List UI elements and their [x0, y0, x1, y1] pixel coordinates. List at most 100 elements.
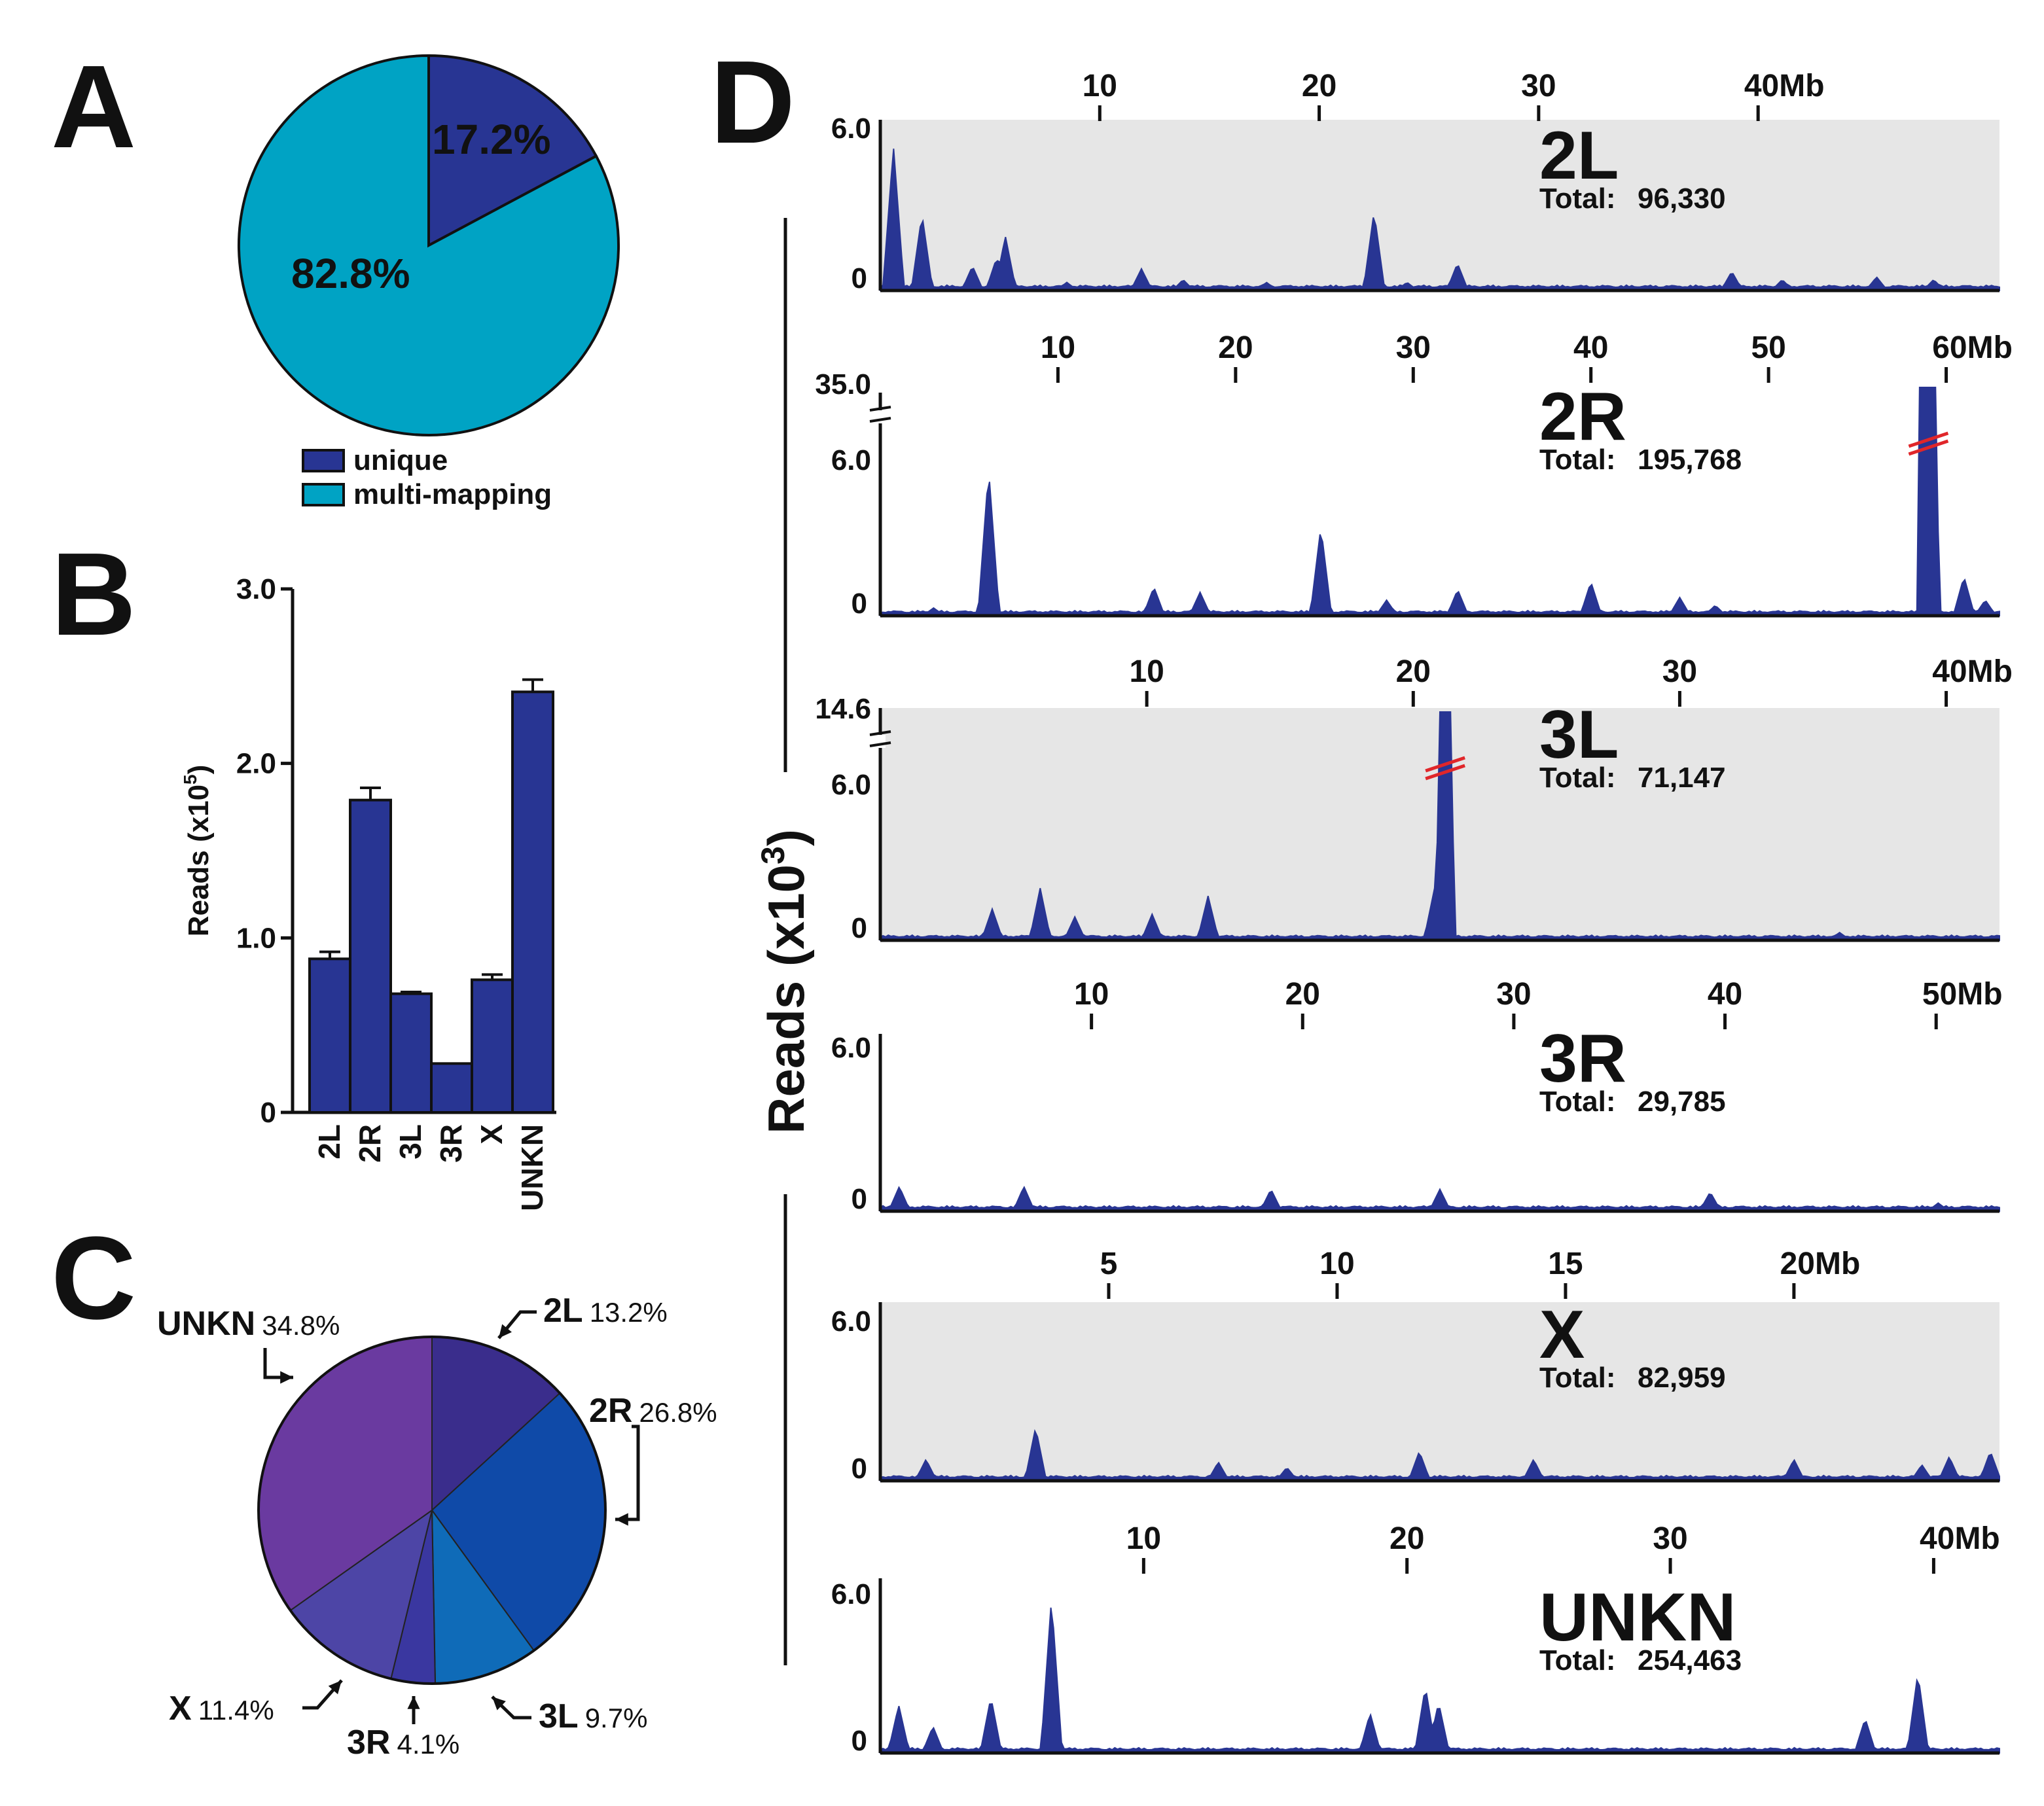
- bar-b-category-UNKN: UNKN: [515, 1124, 549, 1211]
- track-X-tick-label: 20Mb: [1780, 1247, 1861, 1281]
- track-2R-area: [880, 387, 2000, 616]
- track-X-tick-label: 15: [1548, 1247, 1583, 1281]
- track-X-tick-label: 10: [1319, 1247, 1354, 1281]
- bar-b-category-3R: 3R: [434, 1124, 468, 1163]
- pie-c-label-2R: 2R 26.8%: [589, 1392, 717, 1430]
- bar-chart-b: 0 1.0 2.0 3.0 2L 2R 3L 3R X UNKN Reads (x105): [180, 573, 556, 1211]
- track-UNKN-total: 254,463: [1638, 1644, 1742, 1676]
- track-3L-name: 3L: [1539, 697, 1619, 773]
- pie-c-arrow-2R-head: [615, 1513, 628, 1526]
- track-3R-name: 3R: [1539, 1021, 1626, 1097]
- bar-b-bar-UNKN: [511, 690, 554, 1114]
- pie-c-label-pct: 26.8%: [639, 1397, 717, 1428]
- track-2R-name: 2R: [1539, 379, 1626, 455]
- bar-b-bar-2L: [308, 957, 351, 1114]
- pie-c-label-3L: 3L 9.7%: [539, 1697, 647, 1735]
- pie-c-label-X: X 11.4%: [169, 1690, 274, 1727]
- track-3R-area: [880, 1186, 2000, 1212]
- track-2R-peak-break-2: [1908, 439, 1949, 456]
- pie-c-label-pct: 13.2%: [590, 1297, 668, 1328]
- track-3L-tick-label: 40Mb: [1932, 654, 2013, 689]
- pie-c-label-name: 3L: [539, 1697, 579, 1735]
- track-3L-axis-break-1: [869, 730, 891, 736]
- panel-label-b: B: [51, 529, 136, 660]
- track-UNKN-tick-label: 30: [1653, 1521, 1687, 1556]
- track-3L-total-label: Total:: [1539, 762, 1616, 794]
- track-2R-tick-label: 30: [1396, 330, 1431, 365]
- track-2R-break-label: 35.0: [815, 368, 871, 400]
- pie-c-label-name: X: [169, 1690, 192, 1727]
- bar-b-y-label: Reads (x105): [180, 765, 215, 937]
- track-3L-peak-break-1: [1425, 756, 1465, 773]
- track-2L-ymax-label: 6.0: [831, 113, 871, 145]
- track-3L-ymax-label: 6.0: [831, 769, 871, 801]
- track-2R-total-label: Total:: [1539, 444, 1616, 476]
- bar-b-category-X: X: [475, 1124, 509, 1144]
- pie-c-label-UNKN: UNKN 34.8%: [157, 1305, 340, 1343]
- track-2R-tick-label: 50: [1751, 330, 1785, 365]
- bar-b-ytick-label: 0: [260, 1097, 276, 1129]
- track-3R-tick-label: 50Mb: [1922, 977, 2003, 1012]
- pie-c-outline: [257, 1336, 607, 1685]
- track-2R-tick-label: 60Mb: [1932, 330, 2013, 365]
- panel-label-d: D: [710, 37, 795, 168]
- track-X-total: 82,959: [1638, 1362, 1726, 1394]
- bar-b-ytick-label: 1.0: [236, 922, 276, 954]
- track-2R-tick-label: 20: [1218, 330, 1253, 365]
- pie-c-label-3R: 3R 4.1%: [347, 1724, 459, 1762]
- track-3R-tick-label: 30: [1496, 977, 1531, 1012]
- track-X-total-label: Total:: [1539, 1362, 1616, 1394]
- track-3R-tick-label: 40: [1708, 977, 1742, 1012]
- track-3L-peak-break-2: [1425, 764, 1465, 781]
- track-3R-ymin-label: 0: [852, 1183, 867, 1215]
- track-2L-total: 96,330: [1638, 183, 1726, 215]
- track-2R-tick-label: 10: [1041, 330, 1075, 365]
- track-3L-axis-break-2: [869, 741, 891, 747]
- track-2L-tick-label: 20: [1302, 69, 1336, 103]
- bar-b-category-2R: 2R: [353, 1124, 387, 1163]
- legend-swatch-multi-mapping: [302, 483, 345, 506]
- legend-label-multi-mapping: multi-mapping: [353, 478, 552, 510]
- track-2R-total: 195,768: [1638, 444, 1742, 476]
- pie-c-label-name: 3R: [347, 1724, 390, 1762]
- track-UNKN-total-label: Total:: [1539, 1644, 1616, 1676]
- bar-b-y-label-end: ): [183, 765, 215, 775]
- panel-label-a: A: [51, 41, 136, 173]
- pie-c-label-name: 2R: [589, 1392, 632, 1430]
- pie-c-label-pct: 11.4%: [198, 1695, 274, 1726]
- track-UNKN-tick-label: 10: [1126, 1521, 1161, 1556]
- bar-b-bar-3L: [389, 992, 433, 1114]
- bar-b-bar-2R: [349, 798, 392, 1114]
- track-3R-total-label: Total:: [1539, 1086, 1616, 1118]
- track-2R-axis-break-2: [869, 417, 891, 423]
- bar-b-y-label-sup: 5: [180, 774, 200, 785]
- bar-b-ytick-label: 2.0: [236, 748, 276, 780]
- track-3R-tick-label: 20: [1285, 977, 1320, 1012]
- pie-c-arrow-3L-head: [492, 1697, 506, 1710]
- pie-c-arrow-3R-head: [407, 1696, 420, 1709]
- pie-c-arrow-X-head: [328, 1680, 342, 1695]
- track-2L-name: 2L: [1539, 118, 1619, 194]
- track-X-ymin-label: 0: [852, 1453, 867, 1485]
- bar-b-category-3L: 3L: [393, 1124, 427, 1160]
- track-UNKN-name: UNKN: [1539, 1580, 1736, 1656]
- track-UNKN-ymin-label: 0: [852, 1725, 867, 1757]
- track-X-area: [880, 1428, 2000, 1481]
- track-2L-area: [880, 149, 2000, 291]
- bar-b-bar-3R: [430, 1062, 473, 1114]
- track-2L-tick-label: 10: [1083, 69, 1117, 103]
- track-X-tick-label: 5: [1100, 1247, 1118, 1281]
- track-3R-total: 29,785: [1638, 1086, 1726, 1118]
- panel-label-c: C: [51, 1213, 136, 1344]
- pie-c-arrow-UNKN: [263, 1348, 293, 1379]
- pie-a-label-multi-mapping: 82.8%: [291, 250, 410, 297]
- track-3L-ymin-label: 0: [852, 912, 867, 944]
- track-2R-ymin-label: 0: [852, 588, 867, 620]
- track-3R-ymax-label: 6.0: [831, 1032, 871, 1064]
- pie-a-slice-unique: [427, 54, 598, 248]
- track-3L-total: 71,147: [1638, 762, 1726, 794]
